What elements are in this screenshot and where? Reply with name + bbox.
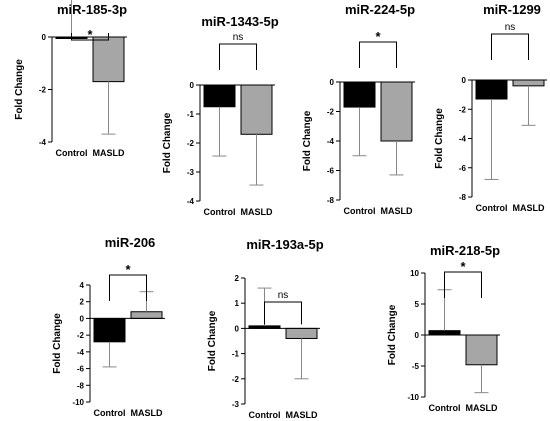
significance-bracket [444,271,482,298]
significance-label: ns [233,32,244,43]
x-tick-label-masld: MASLD [466,403,498,413]
y-tick-label: -2 [327,108,335,117]
significance-label: ns [505,22,516,33]
chart-title: miR-218-5p [430,243,500,258]
x-tick-label-control: Control [204,207,236,217]
chart-title: miR-206 [105,235,156,250]
y-tick-label: 0 [80,314,85,323]
x-tick-label-control: Control [344,206,376,216]
significance-bracket [264,301,302,325]
y-tick-label: -4 [77,348,85,357]
y-tick-label: 0 [190,81,195,90]
y-tick-label: -3 [232,400,240,409]
x-tick-label-masld: MASLD [131,408,163,418]
significance-label: * [460,259,466,274]
y-tick-label: 2 [235,274,240,283]
bar-masld [465,334,498,366]
y-tick-label: 10 [410,269,419,278]
bar-masld [285,327,318,339]
chart-panel-6: miR-218-5p Fold Change -10 -5 0 5 10 Control MAS… [387,243,500,413]
significance-bracket [491,33,529,60]
significance-bracket [71,33,109,41]
y-axis-label: Fold Change [14,59,25,120]
chart-title: miR-1343-5p [201,14,278,29]
chart-title: miR-193a-5p [246,237,323,252]
y-tick-label: -6 [77,365,85,374]
x-tick-label-control: Control [94,408,126,418]
y-tick-label: 0 [235,324,240,333]
y-tick-label: 0 [462,76,467,85]
y-tick-label: -10 [407,393,419,402]
y-tick-label: -4 [459,135,467,144]
bar-masld [92,36,125,83]
y-tick-label: -10 [72,398,84,407]
y-axis-label: Fold Change [387,304,398,365]
chart-title: miR-185-3p [57,2,127,17]
y-tick-label: 1 [235,299,240,308]
chart-panel-2: miR-224-5p Fold Change -8 -6 -4 -2 0 Control MAS… [302,2,415,216]
bar-control [343,81,376,108]
chart-panel-1: miR-1343-5p Fold Change -4 -3 -2 -1 0 Control MA… [162,14,279,217]
significance-label: ns [278,290,289,301]
y-axis-label: Fold Change [207,310,218,371]
y-tick-label: -4 [187,197,195,206]
y-tick-label: -1 [187,110,195,119]
chart-panel-0: miR-185-3p Fold Change -4 -2 0 Control MASLD * [14,0,127,158]
significance-label: * [87,27,93,42]
y-tick-label: -4 [39,138,47,147]
x-tick-label-control: Control [429,403,461,413]
chart-title: miR-1299 [483,2,541,17]
significance-bracket [359,41,397,68]
bar-control [203,84,236,108]
x-tick-label-masld: MASLD [241,207,273,217]
significance-bracket [109,274,147,301]
bar-masld [240,84,273,135]
bar-control [475,79,508,100]
x-tick-label-control: Control [476,203,508,213]
bar-masld [512,79,545,87]
y-tick-label: -2 [459,105,467,114]
y-tick-label: -2 [232,375,240,384]
y-axis-label: Fold Change [52,313,63,374]
y-tick-label: -6 [327,167,335,176]
chart-panel-5: miR-193a-5p Fold Change -3 -2 -1 0 1 2 Control MA… [207,237,324,420]
x-tick-label-control: Control [56,148,88,158]
y-tick-label: -2 [39,86,47,95]
y-axis-label: Fold Change [434,108,445,169]
bar-masld [130,311,163,319]
y-tick-label: 5 [415,300,420,309]
y-tick-label: -8 [77,381,85,390]
chart-panel-4: miR-206 Fold Change -10 -8 -6 -4 -2 0 2 4 Control M… [52,235,165,418]
x-tick-label-masld: MASLD [286,410,318,420]
y-tick-label: -8 [459,193,467,202]
y-tick-label: -1 [232,350,240,359]
bar-control [93,317,126,343]
significance-bracket [219,43,257,70]
x-tick-label-masld: MASLD [513,203,545,213]
y-tick-label: -6 [459,164,467,173]
y-tick-label: -5 [412,362,420,371]
chart-title: miR-224-5p [345,2,415,17]
chart-panel-3: miR-1299 Fold Change -8 -6 -4 -2 0 Control MASLD… [434,2,547,213]
x-tick-label-masld: MASLD [93,148,125,158]
y-tick-label: -2 [77,331,85,340]
y-tick-label: 0 [415,331,420,340]
bar-masld [380,81,413,142]
significance-label: * [125,262,131,277]
bar-control [428,330,461,336]
y-tick-label: 2 [80,298,85,307]
x-tick-label-control: Control [249,410,281,420]
y-tick-label: -2 [187,139,195,148]
y-tick-label: 4 [80,281,85,290]
y-tick-label: -3 [187,168,195,177]
x-tick-label-masld: MASLD [381,206,413,216]
y-tick-label: -8 [327,196,335,205]
y-axis-label: Fold Change [162,112,173,173]
y-axis-label: Fold Change [302,110,313,171]
y-tick-label: 0 [42,33,47,42]
significance-label: * [375,29,381,44]
y-tick-label: 0 [330,78,335,87]
y-tick-label: -4 [327,137,335,146]
